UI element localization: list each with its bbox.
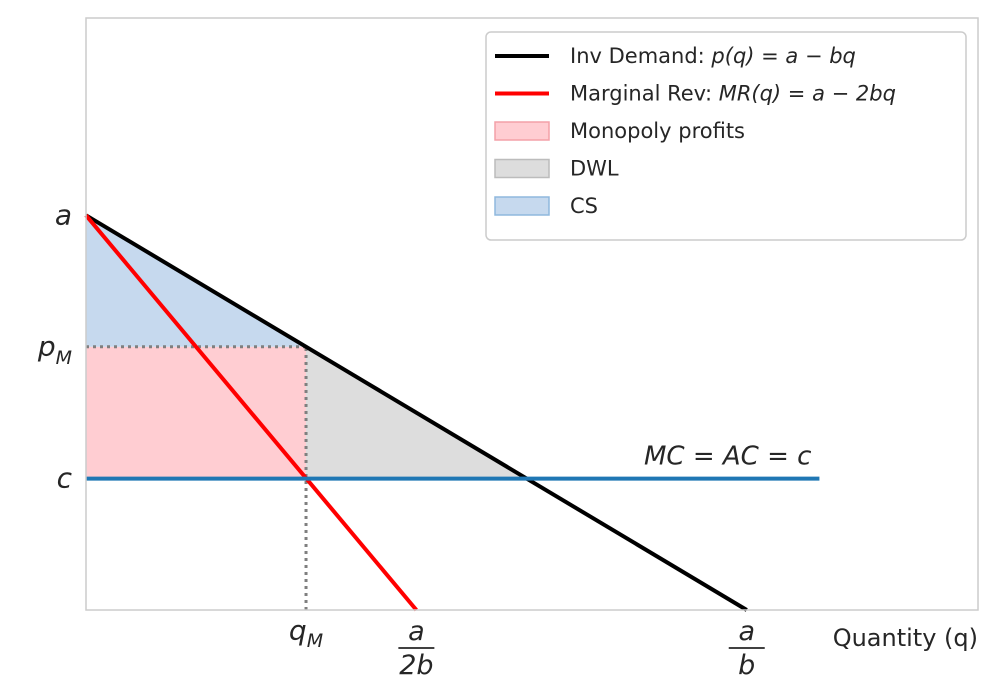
svg-text:a: a [738, 616, 755, 647]
legend-label: Monopoly profits [570, 119, 745, 143]
legend-entry: DWL [494, 157, 619, 181]
legend-label: Inv Demand: p(q) = a − bq [570, 44, 856, 68]
legend-entry: CS [494, 194, 598, 218]
svg-text:b: b [738, 650, 755, 681]
legend-entry: Marginal Rev: MR(q) = a − 2bq [495, 82, 896, 106]
legend-frame [485, 31, 967, 241]
curves [84, 213, 820, 612]
legend: Inv Demand: p(q) = a − bq Marginal Rev: M… [485, 31, 967, 241]
y-tick-label: a [55, 198, 72, 231]
x-tick-label: a2b [398, 616, 435, 681]
series-inv-demand-p-q-a-bq [84, 213, 748, 612]
y-tick-label: pM [37, 330, 72, 369]
x-tick-label: qM [289, 614, 323, 652]
legend-swatch [494, 121, 550, 141]
series-marginal-rev-mr-q-a-2bq [84, 214, 418, 612]
area-monopoly-profits [86, 346, 307, 479]
legend-label: Marginal Rev: MR(q) = a − 2bq [570, 82, 896, 106]
guide-lines [86, 345, 308, 610]
legend-entry: Inv Demand: p(q) = a − bq [495, 44, 856, 68]
x-axis-label: Quantity (q) [833, 624, 978, 652]
legend-label: CS [570, 194, 598, 218]
legend-swatch [494, 158, 550, 179]
legend-label: DWL [570, 157, 619, 181]
legend-entry: Monopoly profits [494, 119, 745, 143]
y-tick-label: c [57, 462, 73, 495]
svg-text:2b: 2b [399, 650, 433, 681]
plot-frame [85, 17, 979, 611]
x-tick-label: ab [728, 616, 765, 681]
svg-text:a: a [408, 616, 425, 647]
mc-annotation: MC = AC = c [644, 442, 811, 472]
legend-swatch [494, 196, 550, 216]
